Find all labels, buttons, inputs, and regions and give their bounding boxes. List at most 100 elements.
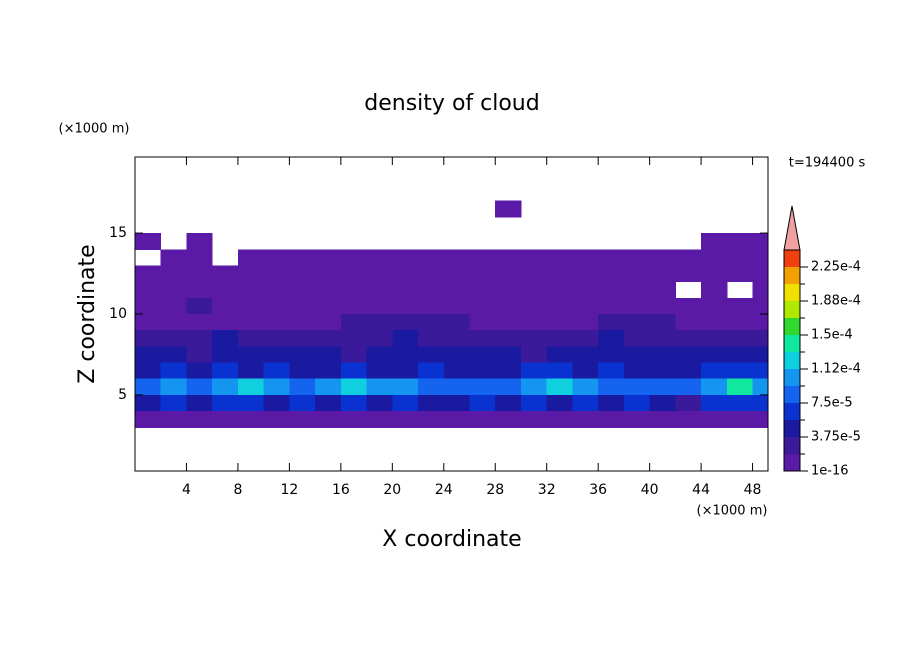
- cell: [237, 394, 265, 412]
- cell: [752, 265, 768, 283]
- cell: [212, 265, 239, 283]
- cell: [289, 394, 316, 412]
- cell: [469, 281, 496, 299]
- cell: [546, 281, 573, 299]
- cell: [237, 411, 265, 428]
- cell: [675, 314, 702, 331]
- colorbar-tick-label: 3.75e-5: [811, 430, 861, 445]
- cell: [160, 346, 187, 364]
- cell: [520, 265, 548, 283]
- x-tick-label: 8: [233, 482, 242, 498]
- cell: [649, 394, 676, 412]
- colorbar-band: [784, 250, 800, 267]
- cell: [495, 330, 522, 347]
- x-unit: (×1000 m): [697, 504, 768, 519]
- cell: [418, 378, 445, 396]
- cell: [135, 265, 162, 283]
- cell: [237, 346, 265, 364]
- cell: [289, 362, 316, 380]
- cell: [186, 297, 213, 315]
- cell: [726, 362, 754, 380]
- colorbar-frame: [783, 249, 801, 472]
- cell: [315, 330, 342, 347]
- cell: [340, 314, 368, 331]
- cell: [546, 249, 573, 266]
- cell: [340, 330, 368, 347]
- cell: [752, 346, 768, 364]
- cell: [649, 346, 676, 364]
- colorbar-band: [784, 420, 800, 437]
- cell: [752, 281, 768, 299]
- cell: [649, 378, 676, 396]
- cell: [726, 297, 754, 315]
- cell: [212, 378, 239, 396]
- cell: [495, 281, 522, 299]
- cell: [212, 314, 239, 331]
- cell: [752, 378, 768, 396]
- cell: [726, 330, 754, 347]
- cell: [572, 346, 599, 364]
- cell: [546, 330, 573, 347]
- cell: [135, 330, 162, 347]
- cell: [135, 411, 162, 428]
- cell: [160, 330, 187, 347]
- cell: [237, 297, 265, 315]
- cell: [237, 378, 265, 396]
- cell: [520, 362, 548, 380]
- cell: [289, 378, 316, 396]
- cell: [675, 249, 702, 266]
- cell: [495, 314, 522, 331]
- cell: [572, 411, 599, 428]
- cell: [572, 330, 599, 347]
- cell: [289, 249, 316, 266]
- time-label: t=194400 s: [789, 156, 866, 171]
- cell: [315, 378, 342, 396]
- cell: [443, 330, 471, 347]
- x-tick-label: 28: [486, 482, 504, 498]
- cell: [752, 233, 768, 250]
- colorbar-band: [784, 352, 800, 369]
- cell: [752, 362, 768, 380]
- colorbar-band: [784, 284, 800, 301]
- cell: [366, 265, 393, 283]
- cell: [495, 297, 522, 315]
- cell: [315, 265, 342, 283]
- cell: [340, 249, 368, 266]
- cell: [186, 314, 213, 331]
- cell: [186, 281, 213, 299]
- cell: [392, 362, 419, 380]
- cell: [135, 378, 162, 396]
- cell: [289, 297, 316, 315]
- cell: [572, 297, 599, 315]
- cell: [598, 346, 625, 364]
- cell: [418, 297, 445, 315]
- cell: [623, 249, 651, 266]
- cell: [212, 330, 239, 347]
- colorbar-tick-label: 1e-16: [811, 464, 849, 479]
- cell: [315, 362, 342, 380]
- cell: [623, 281, 651, 299]
- cell: [289, 265, 316, 283]
- colorbar-tick-label: 1.88e-4: [811, 294, 861, 309]
- cell: [212, 297, 239, 315]
- cell: [546, 314, 573, 331]
- cell: [418, 346, 445, 364]
- cell: [315, 346, 342, 364]
- cell: [726, 378, 754, 396]
- cell: [340, 265, 368, 283]
- cell: [649, 249, 676, 266]
- cell: [237, 330, 265, 347]
- cell: [469, 265, 496, 283]
- cell: [726, 394, 754, 412]
- cell: [572, 394, 599, 412]
- cell: [572, 362, 599, 380]
- cell: [340, 411, 368, 428]
- x-tick-label: 36: [589, 482, 607, 498]
- cell: [726, 314, 754, 331]
- cell: [572, 314, 599, 331]
- cell: [443, 394, 471, 412]
- cell: [392, 378, 419, 396]
- cell: [340, 394, 368, 412]
- cell: [598, 314, 625, 331]
- cell: [649, 411, 676, 428]
